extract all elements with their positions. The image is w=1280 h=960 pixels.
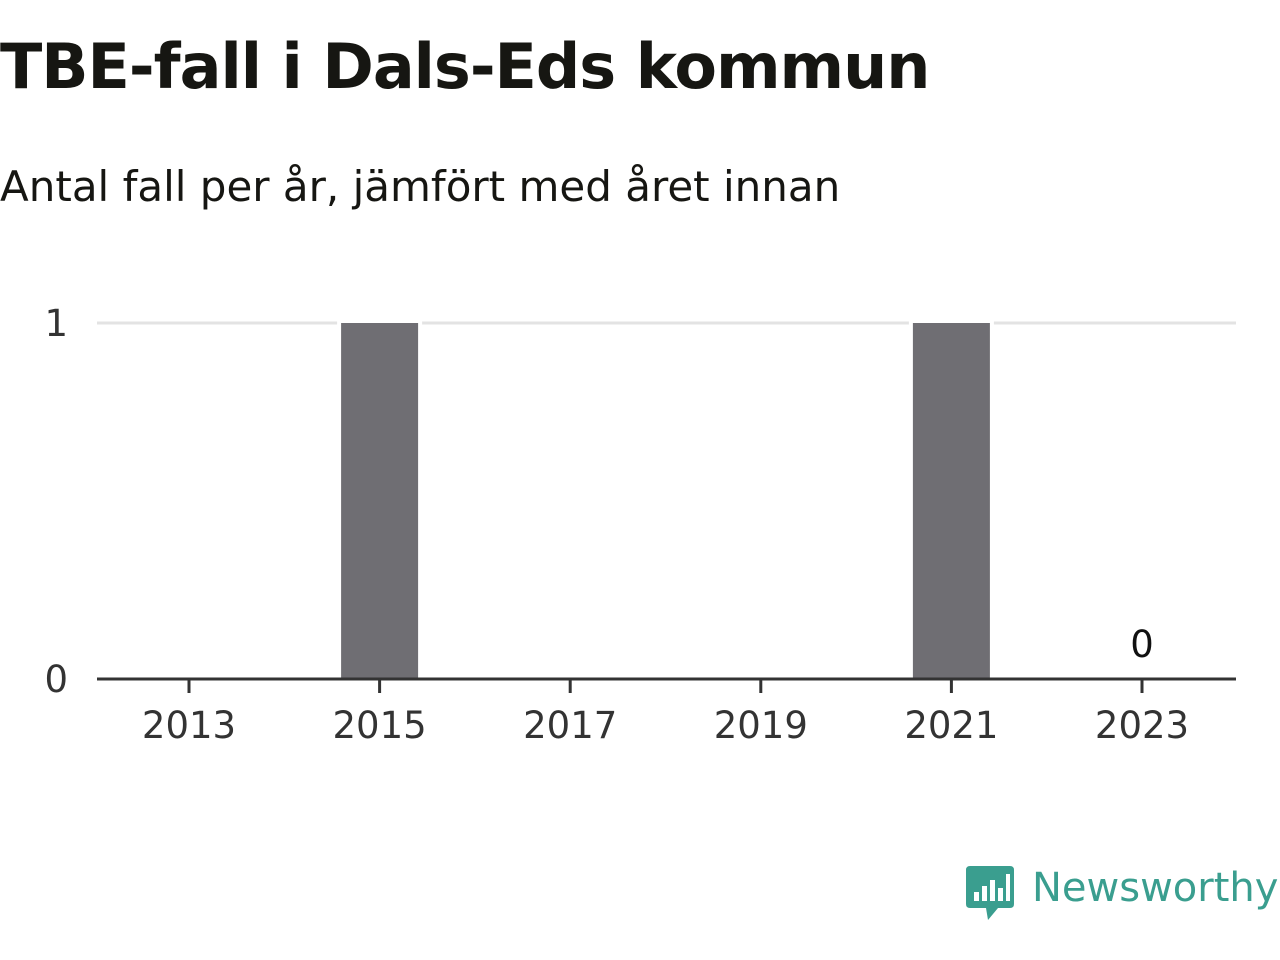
x-tick-label-2017: 2017	[523, 704, 617, 747]
x-axis-labels: 2013 2015 2017 2019 2021 2023	[142, 704, 1189, 747]
bars	[337, 321, 994, 679]
y-axis-labels: 01	[44, 302, 68, 701]
y-tick-label-1: 1	[44, 302, 68, 345]
x-tick-label-2019: 2019	[714, 704, 808, 747]
chart-subtitle: Antal fall per år, jämfört med året inna…	[0, 162, 841, 211]
bar-2015	[341, 323, 419, 679]
x-tick-label-2021: 2021	[904, 704, 998, 747]
chart-title: TBE-fall i Dals-Eds kommun	[0, 30, 930, 103]
brand: Newsworthy	[964, 862, 1278, 926]
data-label-2023: 0	[1130, 623, 1154, 666]
bar-2021	[912, 323, 990, 679]
x-axis	[97, 677, 1236, 693]
x-tick-label-2023: 2023	[1095, 704, 1189, 747]
brand-name: Newsworthy	[1032, 865, 1279, 911]
bar-chart: 01 2013 2015 2017 2019 2021 2023 0	[44, 302, 1236, 747]
newsworthy-logo-icon	[966, 866, 1014, 920]
x-tick-label-2015: 2015	[333, 704, 427, 747]
data-labels: 0	[1130, 623, 1154, 666]
y-tick-label-0: 0	[44, 658, 68, 701]
x-tick-label-2013: 2013	[142, 704, 236, 747]
